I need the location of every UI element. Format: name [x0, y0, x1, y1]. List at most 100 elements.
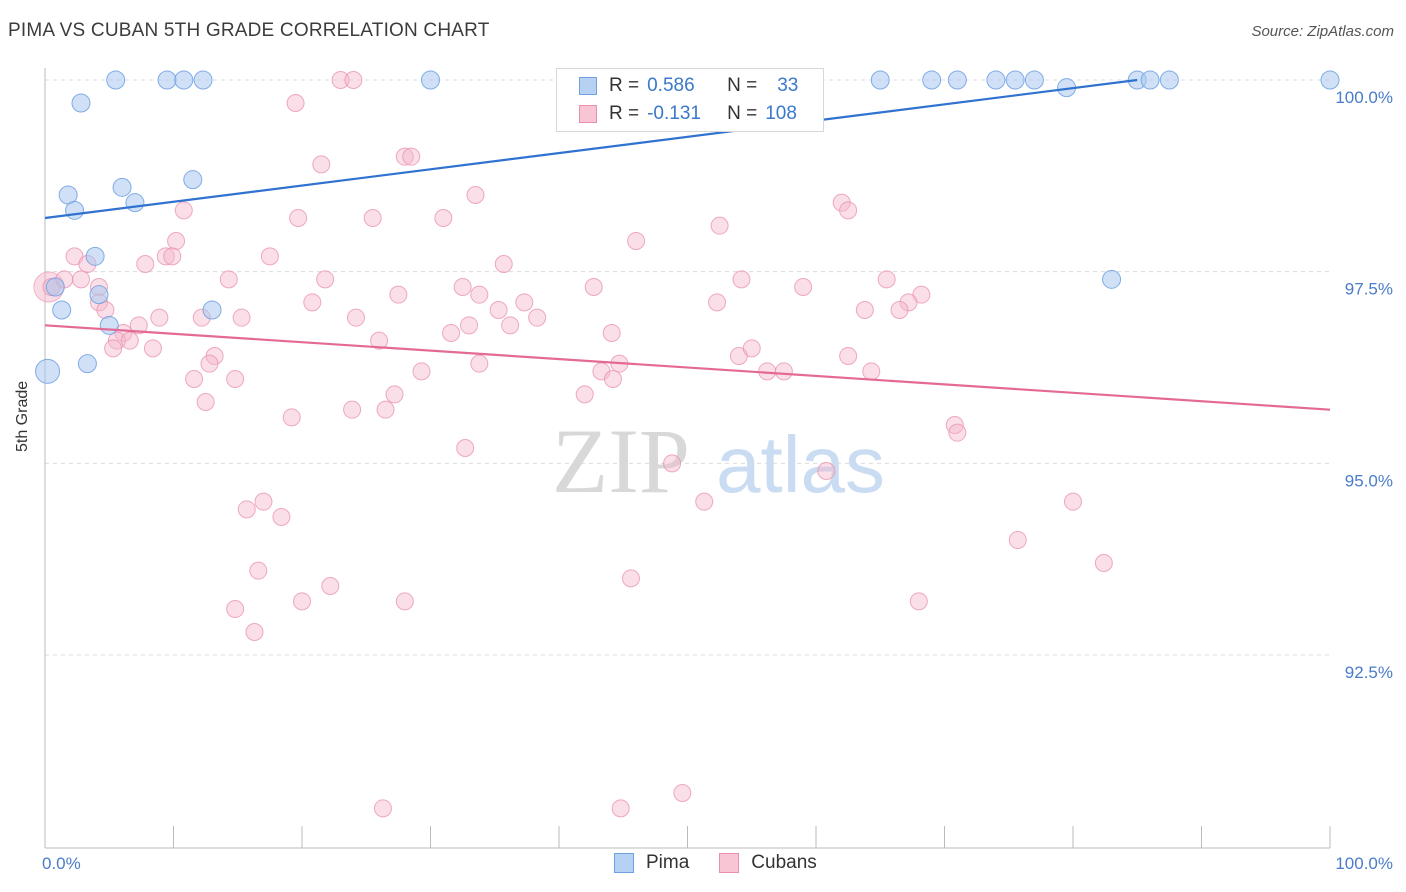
cubans-point: [899, 293, 918, 312]
cubans-point: [150, 308, 169, 327]
cubans-point: [272, 508, 291, 526]
legend-item-pima: Pima: [614, 852, 689, 874]
cubans-point: [453, 278, 472, 296]
pima-point: [1005, 70, 1025, 90]
pima-point: [1140, 70, 1160, 90]
pima-trend-line: [44, 78, 1138, 220]
cubans-r-value: -0.131: [647, 103, 701, 124]
cubans-point: [732, 270, 751, 289]
pima-r-value: 0.586: [647, 75, 695, 96]
tick-labels: 92.5% 95.0% 97.5% 100.0% 0.0% 100.0%: [42, 88, 1393, 873]
cubans-point: [742, 339, 761, 358]
cubans-point: [129, 316, 148, 335]
pima-point: [125, 193, 145, 213]
cubans-point: [312, 155, 331, 174]
cubans-swatch: [579, 105, 597, 123]
cubans-point: [185, 370, 204, 388]
n-label: N =: [727, 103, 758, 124]
pima-swatch: [579, 77, 597, 95]
y-tick-label: 92.5%: [1345, 663, 1393, 682]
cubans-point: [219, 270, 238, 289]
cubans-point: [104, 339, 123, 358]
pima-point: [986, 70, 1006, 90]
cubans-point: [232, 308, 251, 327]
cubans-point: [817, 462, 836, 480]
cubans-point: [200, 354, 219, 373]
cubans-point: [385, 385, 404, 404]
cubans-point: [370, 331, 389, 350]
cubans-point: [909, 592, 928, 611]
cubans-point: [501, 316, 520, 335]
cubans-point: [710, 216, 729, 235]
legend-row-cubans: R = -0.131 N = 108: [579, 101, 797, 127]
cubans-point: [602, 324, 621, 342]
legend-item-cubans: Cubans: [719, 852, 817, 874]
pima-point: [421, 70, 440, 90]
pima-point: [106, 70, 126, 90]
cubans-point: [434, 209, 453, 227]
cubans-point: [316, 270, 335, 289]
cubans-point: [167, 232, 186, 250]
cubans-point: [621, 569, 640, 588]
cubans-point: [663, 454, 682, 473]
cubans-point: [389, 285, 408, 304]
cubans-point: [395, 592, 414, 611]
pima-point: [65, 200, 85, 220]
cubans-point: [196, 393, 215, 411]
n-label: N =: [727, 75, 758, 96]
x-tick-label: 100.0%: [1335, 854, 1393, 873]
pima-point: [183, 170, 203, 190]
pima-point: [1024, 70, 1044, 90]
pima-point: [52, 300, 72, 320]
pima-point: [71, 93, 91, 113]
cubans-point: [611, 799, 630, 818]
cubans-point: [395, 147, 414, 166]
cubans-point: [289, 209, 308, 227]
cubans-point: [71, 270, 90, 289]
cubans-point: [346, 308, 365, 327]
pima-point: [174, 70, 194, 90]
source-credit: Source: ZipAtlas.com: [1251, 23, 1394, 40]
cubans-point: [460, 316, 479, 335]
cubans-point: [708, 293, 727, 312]
cubans-point: [862, 362, 881, 381]
y-tick-label: 97.5%: [1345, 280, 1393, 299]
cubans-point: [839, 201, 858, 220]
pima-point: [922, 70, 942, 90]
cubans-point: [260, 247, 279, 266]
cubans-point: [293, 592, 311, 611]
cubans-point: [402, 147, 421, 166]
cubans-point: [226, 600, 245, 618]
cubans-point: [832, 193, 851, 212]
cubans-point: [442, 324, 461, 342]
cubans-point: [245, 623, 264, 641]
axes: [44, 68, 1331, 849]
cubans-point: [286, 94, 305, 112]
cubans-point: [1094, 554, 1113, 572]
watermark: ZIP atlas: [552, 410, 885, 512]
cubans-point: [376, 400, 395, 419]
cubans-point: [136, 255, 155, 273]
pima-point: [1102, 269, 1122, 289]
cubans-point: [373, 799, 392, 818]
cubans-point: [489, 301, 508, 319]
cubans-point: [1064, 492, 1082, 511]
cubans-point: [363, 209, 382, 227]
cubans-point: [603, 370, 622, 388]
cubans-point: [282, 408, 301, 427]
cubans-point: [254, 492, 273, 511]
cubans-point: [890, 301, 909, 319]
cubans-point: [528, 308, 547, 327]
pima-point: [157, 70, 177, 90]
pima-point: [77, 354, 97, 374]
pima-point: [947, 70, 967, 90]
watermark-atlas: atlas: [716, 420, 885, 509]
cubans-point: [174, 201, 193, 220]
watermark-zip: ZIP: [552, 410, 690, 512]
cubans-point: [343, 400, 362, 419]
cubans-point: [794, 278, 813, 296]
cubans-point: [673, 784, 692, 802]
pima-point: [202, 300, 222, 320]
r-label: R =: [609, 75, 640, 96]
